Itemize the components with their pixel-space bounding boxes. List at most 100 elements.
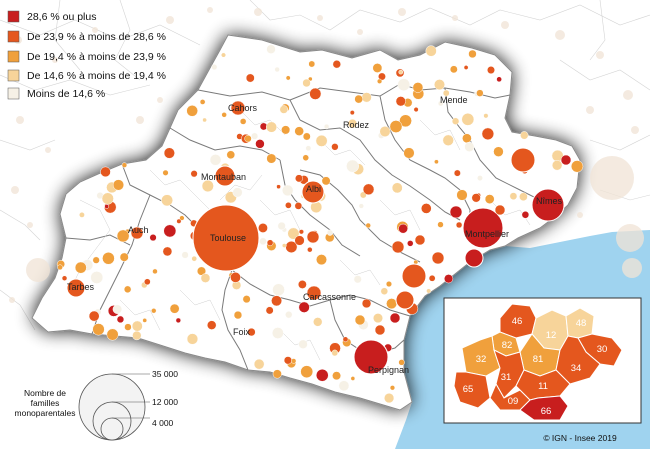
commune-bubble [132, 330, 142, 341]
commune-bubble [266, 239, 274, 247]
commune-bubble [100, 166, 111, 178]
commune-bubble [181, 251, 189, 259]
commune-bubble [142, 318, 148, 323]
commune-bubble [570, 160, 584, 173]
commune-bubble [358, 203, 364, 209]
commune-bubble [106, 328, 119, 341]
commune-bubble [57, 264, 63, 271]
commune-bubble [277, 221, 286, 231]
commune-bubble [294, 202, 303, 210]
inset-dept-66 [519, 395, 569, 421]
commune-bubble [206, 320, 217, 330]
city-label-albi: Albi [306, 184, 321, 194]
commune-bubble [226, 150, 236, 160]
commune-bubble [169, 303, 180, 314]
commune-bubble [239, 118, 247, 125]
commune-bubble [259, 237, 267, 246]
commune-bubble [361, 298, 372, 309]
city-label-perpignan: Perpignan [368, 365, 409, 375]
commune-bubble [281, 125, 291, 135]
commune-bubble [453, 169, 461, 177]
commune-bubble [391, 240, 405, 254]
commune-bubble [104, 204, 109, 209]
commune-bubble [214, 165, 236, 187]
commune-bubble [61, 275, 68, 281]
commune-bubble [332, 60, 341, 69]
commune-bubble [221, 112, 227, 118]
commune-bubble [302, 154, 310, 162]
commune-bubble [313, 317, 323, 327]
commune-bubble [350, 376, 356, 381]
commune-bubble [274, 66, 280, 73]
commune-bubble [449, 205, 463, 219]
commune-bubble [281, 243, 287, 248]
commune-bubble [302, 78, 311, 88]
commune-bubble [451, 117, 460, 125]
commune-bubble [294, 235, 305, 246]
legend-swatch-5 [7, 87, 20, 100]
inset-dept-11 [515, 369, 571, 401]
commune-bubble [531, 188, 565, 222]
commune-bubble [149, 234, 157, 242]
commune-bubble [294, 126, 304, 136]
commune-bubble [510, 147, 536, 173]
commune-bubble [434, 79, 445, 91]
commune-bubble [271, 327, 284, 339]
commune-bubble [276, 184, 281, 189]
commune-bubble [265, 121, 278, 133]
inset-code-34: 34 [571, 363, 582, 374]
commune-bubble [496, 76, 502, 83]
commune-bubble [509, 192, 518, 201]
commune-bubble [251, 132, 259, 140]
commune-bubble [347, 118, 358, 129]
commune-bubble [323, 123, 330, 130]
commune-bubble [442, 134, 454, 146]
commune-bubble [131, 320, 143, 332]
commune-bubble [413, 107, 419, 113]
commune-bubble [290, 358, 297, 364]
inset-code-46: 46 [512, 316, 523, 327]
commune-bubble [244, 134, 252, 143]
commune-bubble [476, 89, 484, 97]
inset-code-48: 48 [576, 318, 587, 329]
commune-bubble [374, 324, 386, 336]
inset-code-30: 30 [597, 344, 608, 355]
commune-bubble [175, 317, 182, 324]
commune-bubble [560, 154, 572, 166]
city-label-cahors: Cahors [228, 103, 258, 113]
city-labels: Cahors Rodez Mende Montauban Albi Nîmes … [67, 95, 563, 375]
commune-bubble [74, 261, 87, 274]
legend-label-5: Moins de 14,6 % [27, 88, 105, 100]
city-label-carcassonne: Carcassonne [303, 292, 356, 302]
legend-label-3: De 19,4 % à moins de 23,9 % [27, 51, 166, 63]
commune-bubble [468, 49, 477, 59]
size-legend: 35 000 12 000 4 000 Nombre de familles m… [15, 369, 178, 441]
commune-bubble [124, 323, 132, 331]
commune-bubble [395, 290, 415, 310]
city-label-rodez: Rodez [343, 120, 370, 130]
commune-bubble [376, 78, 383, 84]
commune-bubble [307, 246, 313, 253]
city-label-auch: Auch [128, 225, 149, 235]
commune-bubble [162, 246, 173, 257]
legend-label-4: De 14,6 % à moins de 19,4 % [27, 70, 166, 82]
commune-bubble [346, 159, 359, 173]
commune-bubble [272, 283, 285, 297]
region-occitanie [31, 34, 581, 411]
commune-bubble [397, 78, 411, 91]
commune-bubble [385, 280, 393, 288]
commune-bubble [326, 229, 334, 236]
size-legend-title-2: familles [31, 398, 60, 408]
commune-bubble [285, 75, 291, 81]
commune-bubble [192, 204, 260, 272]
commune-bubble [112, 179, 125, 191]
commune-bubble [186, 333, 199, 345]
commune-bubble [521, 210, 530, 219]
commune-bubble [331, 143, 339, 151]
commune-bubble [287, 227, 300, 240]
commune-bubble [361, 92, 372, 103]
commune-bubble [176, 218, 182, 224]
commune-bubble [354, 314, 366, 326]
commune-bubble [425, 45, 437, 57]
commune-bubble [449, 65, 458, 74]
